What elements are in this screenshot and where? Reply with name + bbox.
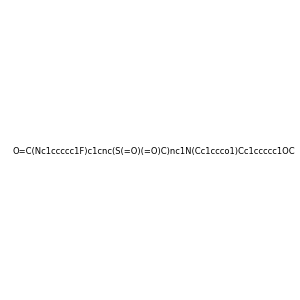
Text: O=C(Nc1ccccc1F)c1cnc(S(=O)(=O)C)nc1N(Cc1ccco1)Cc1ccccc1OC: O=C(Nc1ccccc1F)c1cnc(S(=O)(=O)C)nc1N(Cc1… — [12, 147, 295, 156]
